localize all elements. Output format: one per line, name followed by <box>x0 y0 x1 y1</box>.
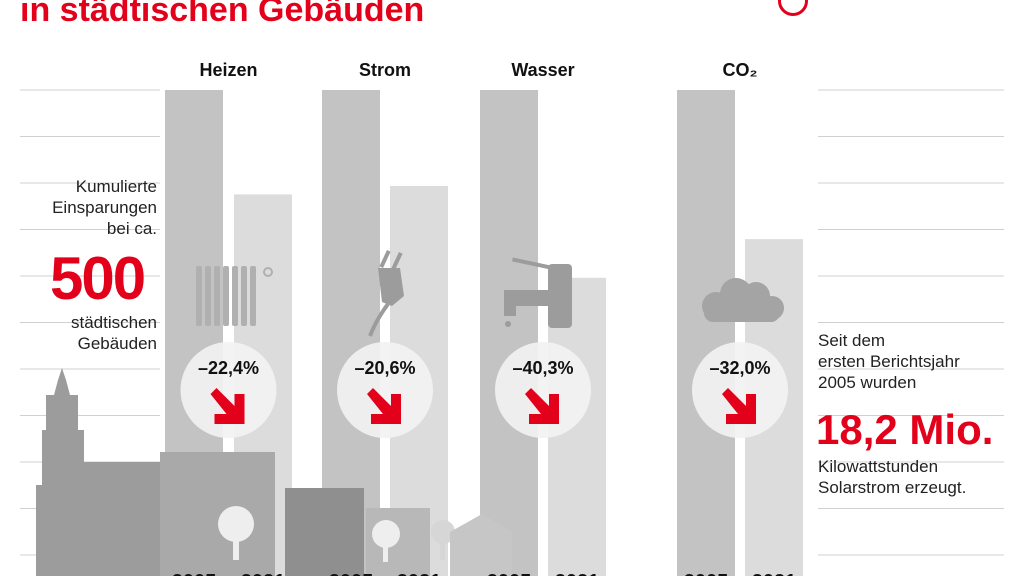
arrow-down-right-icon <box>210 388 245 424</box>
cathedral-icon <box>36 368 512 576</box>
change-badge-circle <box>337 342 433 438</box>
left-note-bottom: städtischen Gebäuden <box>71 312 157 354</box>
x-tick-label: 2005 <box>172 571 217 576</box>
change-label: –40,3% <box>512 358 573 378</box>
right-note-line: Kilowattstunden <box>818 457 939 476</box>
right-note-big-value: 18,2 Mio. <box>816 406 994 453</box>
change-badge-circle <box>692 342 788 438</box>
right-note-line: 2005 wurden <box>818 373 917 392</box>
chart-title: in städtischen Gebäuden <box>20 0 424 32</box>
house-icon <box>450 514 512 576</box>
change-badge-circle <box>180 342 277 438</box>
change-badges: –22,4% –20,6% –40,3% –32,0% <box>180 342 788 438</box>
x-tick-label: 2005 <box>487 571 532 576</box>
bar-2005-3 <box>677 90 735 576</box>
category-label: Wasser <box>511 60 575 80</box>
right-note-top: Seit dem ersten Berichtsjahr 2005 wurden <box>818 330 960 393</box>
right-note-line: ersten Berichtsjahr <box>818 352 960 371</box>
bar-2005-2 <box>480 90 538 576</box>
category-label: CO₂ <box>722 60 758 80</box>
tree-icon <box>372 520 400 562</box>
right-note-bottom: Kilowattstunden Solarstrom erzeugt. <box>818 456 966 498</box>
radiator-icon <box>196 266 273 326</box>
power-plug-icon <box>368 249 404 337</box>
left-note-line: Kumulierte <box>75 177 157 196</box>
cloud-icon <box>702 278 784 322</box>
x-axis-labels: 2005 2021 2005 2021 2005 2021 2005 2021 <box>172 571 797 576</box>
skyline-building <box>160 452 275 576</box>
x-tick-label: 2021 <box>555 571 600 576</box>
category-icons <box>196 249 784 337</box>
x-tick-label: 2005 <box>329 571 374 576</box>
x-tick-label: 2021 <box>752 571 797 576</box>
left-note-line: städtischen <box>71 313 157 332</box>
left-note-top: Kumulierte Einsparungen bei ca. <box>52 176 157 239</box>
left-note-big-number: 500 <box>50 245 146 312</box>
grid-lines-right <box>818 89 1004 556</box>
x-tick-label: 2005 <box>684 571 729 576</box>
water-tap-icon <box>504 257 572 328</box>
change-label: –20,6% <box>354 358 415 378</box>
category-label: Strom <box>358 60 412 80</box>
tree-icon <box>431 520 455 560</box>
left-note-line: bei ca. <box>106 219 157 238</box>
x-tick-label: 2021 <box>397 571 442 576</box>
right-note-line: Seit dem <box>818 331 886 350</box>
category-label: Heizen <box>199 60 258 80</box>
change-label: –32,0% <box>709 358 770 378</box>
x-tick-label: 2021 <box>241 571 286 576</box>
title-line-2: in städtischen Gebäuden <box>20 0 425 29</box>
skyline-building <box>285 488 364 576</box>
arrow-down-right-icon <box>367 388 401 424</box>
change-badge-circle <box>495 342 591 438</box>
left-note-line: Gebäuden <box>77 334 157 353</box>
tree-icon <box>218 506 254 560</box>
arrow-down-right-icon <box>722 388 756 424</box>
left-note-line: Einsparungen <box>52 198 157 217</box>
arrow-down-right-icon <box>525 388 559 424</box>
right-note-line: Solarstrom erzeugt. <box>818 478 967 497</box>
change-label: –22,4% <box>198 358 259 378</box>
